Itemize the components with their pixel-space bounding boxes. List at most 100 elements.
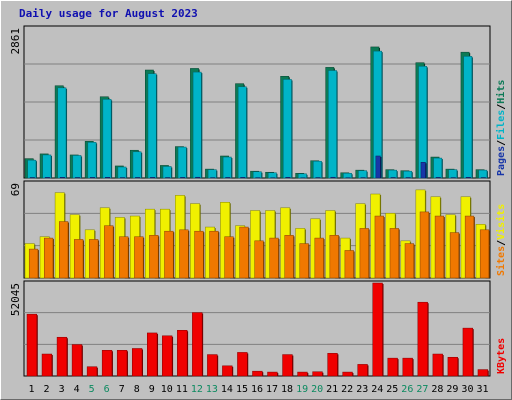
sites-bar — [314, 237, 325, 279]
pages-bar — [195, 176, 201, 179]
kbytes-bar — [101, 350, 113, 377]
legend-item: Pages — [496, 146, 507, 176]
pages-bar — [150, 177, 156, 179]
x-tick-label: 30 — [461, 384, 473, 395]
files-bar — [57, 87, 68, 179]
pages-bar — [465, 177, 471, 179]
files-bar — [117, 166, 128, 179]
x-tick-label: 5 — [89, 384, 95, 395]
legend-item: Sites — [495, 246, 507, 276]
pages-bar — [390, 177, 396, 179]
sites-bar — [239, 226, 250, 279]
legend-label: KBytes — [496, 338, 507, 374]
x-tick-label: 28 — [431, 384, 443, 395]
x-tick-label: 25 — [386, 384, 398, 395]
sites-bar — [269, 237, 280, 279]
kbytes-bar — [282, 354, 294, 377]
y-max-label: 52045 — [9, 283, 22, 316]
x-tick-label: 29 — [446, 384, 458, 395]
y-max-label: 69 — [9, 183, 22, 196]
x-tick-label: 4 — [74, 384, 80, 395]
sites-bar — [89, 239, 100, 279]
kbytes-bar — [267, 371, 279, 377]
kbytes-bar — [222, 365, 234, 377]
files-bar — [313, 160, 323, 179]
legend-label: Sites/Visits — [495, 204, 507, 276]
sites-bar — [59, 221, 69, 279]
pages-bar — [375, 155, 382, 179]
kbytes-bar — [462, 327, 474, 377]
sites-bar — [149, 235, 160, 279]
files-bar — [328, 70, 338, 179]
kbytes-bar — [147, 332, 159, 377]
kbytes-bar — [342, 371, 354, 377]
kbytes-bar — [71, 344, 83, 377]
pages-bar — [285, 177, 291, 179]
kbytes-bar — [177, 330, 189, 377]
x-tick-label: 27 — [416, 384, 428, 395]
x-tick-label: 15 — [236, 384, 248, 395]
x-tick-label: 22 — [341, 384, 353, 395]
pages-bar — [89, 177, 95, 179]
kbytes-bar — [477, 369, 489, 377]
files-bar — [87, 142, 98, 179]
kbytes-bar — [56, 336, 68, 377]
x-tick-label: 12 — [191, 384, 203, 395]
kbytes-bar — [252, 370, 264, 377]
legend-item: / — [496, 240, 507, 246]
sites-bar — [28, 248, 39, 279]
x-tick-label: 17 — [266, 384, 278, 395]
kbytes-bar — [207, 354, 219, 377]
kbytes-bar — [26, 313, 38, 377]
files-bar — [463, 56, 473, 179]
pages-bar — [44, 177, 50, 179]
kbytes-bar — [417, 301, 429, 377]
sites-bar — [74, 239, 85, 279]
pages-bar — [74, 177, 80, 179]
files-bar — [162, 166, 173, 179]
sites-bar — [164, 230, 175, 279]
x-tick-label: 2 — [44, 384, 50, 395]
x-tick-label: 19 — [296, 384, 308, 395]
pages-bar — [435, 177, 441, 179]
kbytes-bar — [86, 366, 98, 377]
pages-bar — [330, 176, 336, 179]
kbytes-bar — [402, 357, 414, 377]
kbytes-bar — [432, 353, 444, 377]
files-bar — [207, 169, 218, 179]
x-tick-label: 13 — [206, 384, 218, 395]
y-max-label: 2861 — [9, 28, 22, 55]
sites-bar — [374, 215, 385, 279]
kbytes-bar — [372, 282, 384, 377]
x-tick-label: 20 — [311, 384, 323, 395]
kbytes-bar — [116, 350, 128, 377]
x-tick-label: 24 — [371, 384, 383, 395]
x-tick-label: 8 — [134, 384, 140, 395]
x-tick-label: 26 — [401, 384, 413, 395]
legend-item: KBytes — [496, 338, 507, 374]
sites-bar — [359, 228, 370, 279]
pages-bar — [420, 162, 427, 179]
files-bar — [27, 159, 37, 179]
files-bar — [267, 172, 278, 179]
files-bar — [448, 169, 458, 179]
sites-bar — [224, 236, 235, 279]
x-tick-label: 16 — [251, 384, 263, 395]
chart-title: Daily usage for August 2023 — [19, 7, 198, 20]
files-bar — [147, 73, 158, 179]
files-bar — [102, 99, 113, 179]
files-bar — [283, 79, 293, 179]
files-bar — [42, 154, 53, 179]
files-bar — [192, 71, 203, 179]
x-tick-label: 6 — [104, 384, 110, 395]
kbytes-bar — [312, 371, 324, 377]
x-tick-label: 23 — [356, 384, 368, 395]
files-bar — [132, 151, 143, 179]
x-tick-label: 14 — [221, 384, 233, 395]
sites-bar — [449, 232, 460, 279]
x-tick-label: 10 — [161, 384, 173, 395]
pages-bar — [29, 177, 35, 179]
x-tick-label: 21 — [326, 384, 338, 395]
kbytes-bar — [297, 371, 309, 377]
